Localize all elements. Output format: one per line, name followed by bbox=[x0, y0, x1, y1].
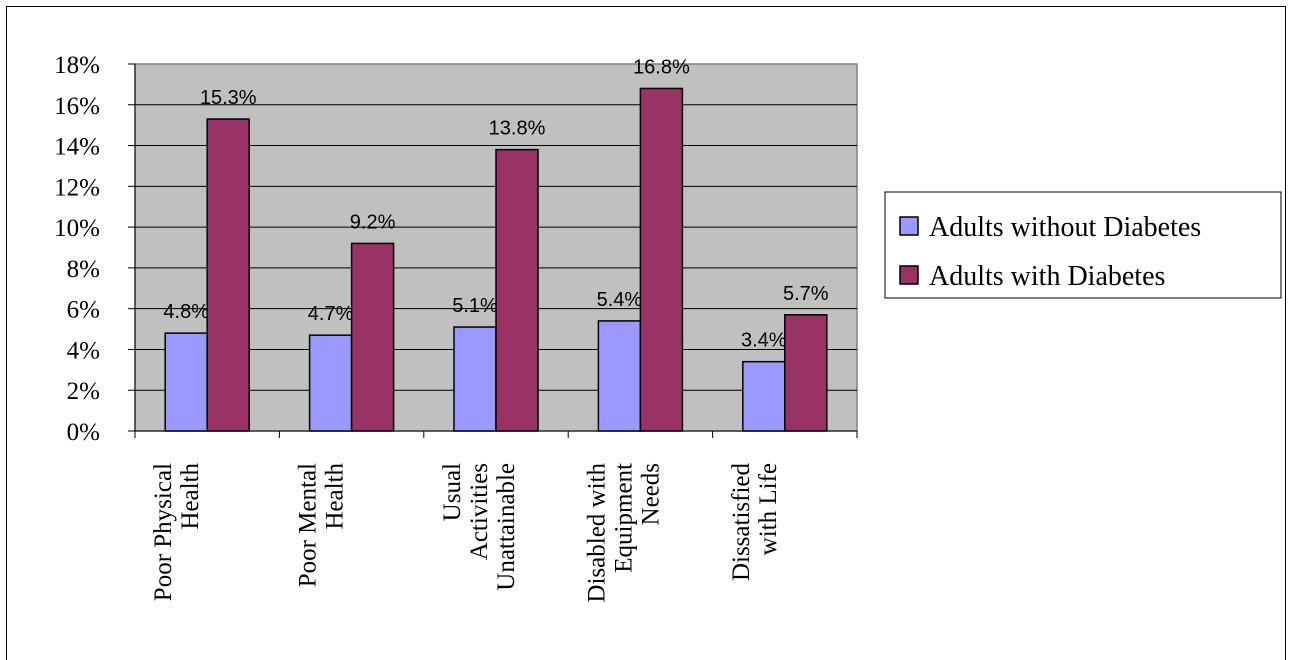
x-category-label-line: Unattainable bbox=[493, 463, 520, 591]
bar bbox=[639, 87, 684, 432]
y-tick-label: 2% bbox=[67, 378, 100, 405]
x-category-label: UsualActivitiesUnattainable bbox=[439, 463, 520, 591]
bar bbox=[164, 332, 208, 432]
x-category-label: Poor PhysicalHealth bbox=[150, 463, 204, 602]
x-category-label-line: Poor Physical bbox=[150, 463, 177, 601]
x-category-label: Dissatisfiedwith Life bbox=[728, 463, 782, 582]
data-label: 13.8% bbox=[489, 118, 546, 140]
legend-label: Adults without Diabetes bbox=[929, 212, 1201, 243]
y-tick-label: 16% bbox=[54, 93, 100, 120]
x-category-label-line: Activities bbox=[466, 463, 493, 560]
y-tick-label: 14% bbox=[54, 134, 100, 161]
x-category-label: Poor MentalHealth bbox=[295, 463, 349, 588]
bar bbox=[597, 320, 642, 432]
x-category-label-line: Poor Mental bbox=[295, 463, 322, 587]
data-label: 5.7% bbox=[783, 283, 829, 305]
x-category-label-line: Disabled with bbox=[583, 463, 610, 603]
x-category-label: Disabled withEquipmentNeeds bbox=[583, 463, 664, 603]
x-category-label-line: Equipment bbox=[610, 463, 637, 573]
x-category-label-line: Dissatisfied bbox=[728, 463, 755, 582]
x-category-label-line: Health bbox=[177, 463, 204, 530]
bar bbox=[453, 326, 497, 432]
bar bbox=[784, 314, 828, 432]
data-label: 3.4% bbox=[741, 330, 787, 352]
legend-swatch bbox=[899, 265, 919, 285]
data-label: 4.8% bbox=[163, 301, 209, 323]
x-category-label-line: with Life bbox=[755, 463, 782, 555]
x-category-label-line: Health bbox=[322, 463, 349, 530]
bar bbox=[495, 148, 539, 432]
data-label: 5.4% bbox=[597, 289, 643, 311]
y-tick-label: 6% bbox=[67, 297, 100, 324]
y-tick-label: 12% bbox=[54, 174, 100, 201]
legend-swatch bbox=[899, 216, 919, 236]
data-label: 15.3% bbox=[200, 87, 257, 109]
data-label: 4.7% bbox=[308, 303, 354, 325]
y-tick-label: 4% bbox=[67, 337, 100, 364]
y-tick-label: 10% bbox=[54, 215, 100, 242]
legend-label: Adults with Diabetes bbox=[929, 261, 1165, 292]
bar bbox=[308, 334, 353, 432]
x-category-label-line: Usual bbox=[439, 463, 466, 521]
y-tick-label: 0% bbox=[67, 419, 100, 446]
bar bbox=[742, 360, 786, 432]
y-tick-label: 18% bbox=[54, 52, 100, 79]
legend bbox=[884, 191, 1282, 299]
bar bbox=[350, 242, 395, 432]
x-category-label-line: Needs bbox=[637, 463, 664, 525]
data-label: 5.1% bbox=[452, 295, 498, 317]
y-tick-label: 8% bbox=[67, 256, 100, 283]
data-label: 9.2% bbox=[350, 211, 396, 233]
bar bbox=[206, 118, 250, 432]
data-label: 16.8% bbox=[633, 56, 690, 78]
